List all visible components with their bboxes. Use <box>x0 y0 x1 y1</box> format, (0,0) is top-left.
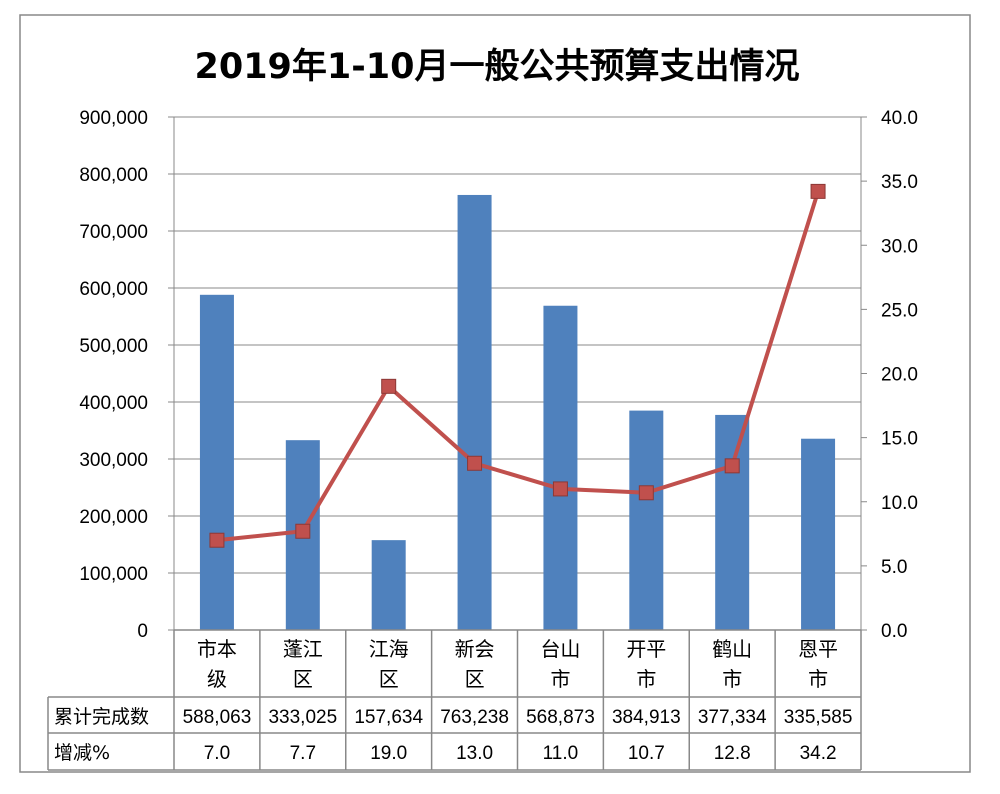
category-label: 新会 <box>455 637 495 661</box>
category-label: 开平 <box>626 637 666 661</box>
y-left-tick-label: 400,000 <box>79 393 148 414</box>
category-label: 鹤山 <box>712 637 752 661</box>
table-cell: 7.0 <box>204 743 230 764</box>
category-label: 市本 <box>197 637 237 661</box>
y-left-tick-label: 500,000 <box>79 336 148 357</box>
y-right-tick-label: 15.0 <box>881 429 918 450</box>
table-cell: 333,025 <box>268 707 337 728</box>
line-marker <box>638 485 654 501</box>
y-right-tick-label: 10.0 <box>881 493 918 514</box>
category-label: 市 <box>722 667 742 691</box>
table-cell: 13.0 <box>456 743 493 764</box>
y-right-tick-label: 20.0 <box>881 365 918 386</box>
y-left-tick-label: 100,000 <box>79 564 148 585</box>
table-cell: 12.8 <box>714 743 751 764</box>
table-cell: 11.0 <box>543 743 579 764</box>
line-marker <box>295 523 311 539</box>
category-label: 区 <box>293 667 313 691</box>
line-marker <box>552 481 568 497</box>
line-series <box>216 190 820 543</box>
y-right-tick-label: 5.0 <box>881 557 907 578</box>
y-right-tick-label: 35.0 <box>881 172 918 193</box>
bar <box>715 414 750 630</box>
table-row-label: 增减% <box>54 742 110 764</box>
bar <box>629 410 664 630</box>
category-label: 市 <box>550 667 570 691</box>
category-label: 市 <box>808 667 828 691</box>
category-label: 台山 <box>540 637 580 661</box>
category-label: 区 <box>465 667 485 691</box>
bar <box>199 294 234 630</box>
y-left-tick-label: 900,000 <box>79 108 148 129</box>
table-cell: 10.7 <box>628 743 665 764</box>
y-left-tick-label: 600,000 <box>79 279 148 300</box>
category-label: 区 <box>379 667 399 691</box>
table-cell: 7.7 <box>290 743 316 764</box>
table-cell: 335,585 <box>784 707 853 728</box>
table-cell: 377,334 <box>698 707 767 728</box>
line-marker <box>381 378 397 394</box>
bar <box>543 305 578 630</box>
category-label: 级 <box>207 667 227 691</box>
y-left-tick-label: 700,000 <box>79 222 148 243</box>
category-label: 恩平 <box>798 637 838 661</box>
y-right-tick-label: 0.0 <box>881 621 907 642</box>
y-right-tick-label: 30.0 <box>881 236 918 257</box>
chart-title: 2019年1-10月一般公共预算支出情况 <box>195 47 800 87</box>
table-cell: 763,238 <box>440 707 509 728</box>
line-marker <box>724 458 740 474</box>
bar <box>801 438 836 630</box>
table-cell: 384,913 <box>612 707 681 728</box>
table-row-label: 累计完成数 <box>54 706 149 728</box>
category-label: 蓬江 <box>283 637 323 661</box>
y-left-tick-label: 0 <box>137 621 148 642</box>
y-left-tick-label: 800,000 <box>79 165 148 186</box>
y-right-tick-label: 40.0 <box>881 108 918 129</box>
line-marker <box>467 455 483 471</box>
bar <box>457 194 492 630</box>
table-cell: 568,873 <box>526 707 595 728</box>
line-marker <box>209 532 225 548</box>
line-marker <box>810 183 826 199</box>
table-cell: 34.2 <box>800 743 837 764</box>
category-label: 市 <box>636 667 656 691</box>
table-cell: 157,634 <box>354 707 423 728</box>
category-label: 江海 <box>369 637 409 661</box>
y-left-tick-label: 200,000 <box>79 507 148 528</box>
bar <box>371 540 406 630</box>
chart-border <box>19 14 971 773</box>
y-right-tick-label: 25.0 <box>881 300 918 321</box>
y-left-tick-label: 300,000 <box>79 450 148 471</box>
table-cell: 588,063 <box>183 707 252 728</box>
table-cell: 19.0 <box>370 743 407 764</box>
